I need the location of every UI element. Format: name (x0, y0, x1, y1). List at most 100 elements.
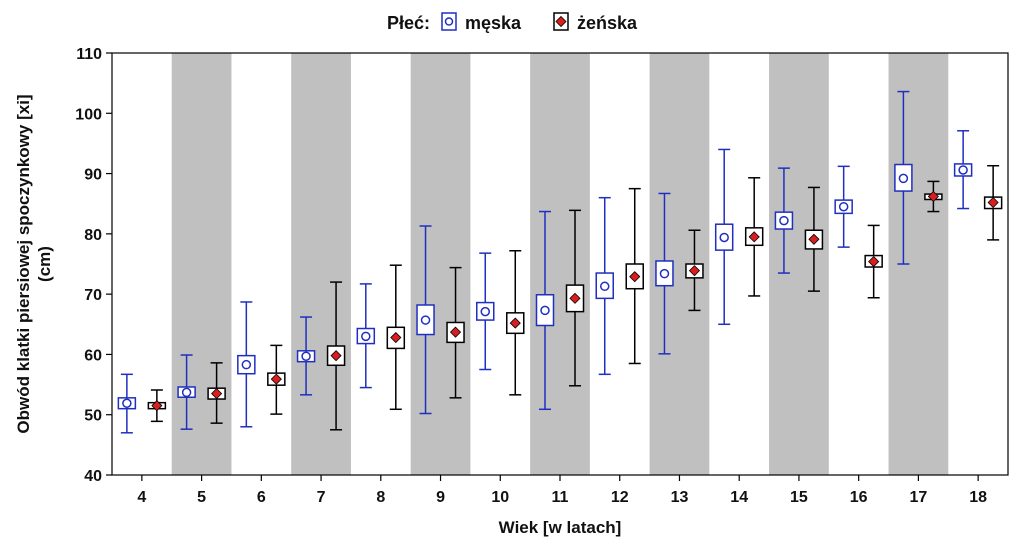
box-male-11 (535, 210, 555, 411)
mean-marker-male (540, 305, 550, 316)
legend-item-female: żeńska (553, 12, 638, 33)
shaded-bands (171, 53, 949, 475)
box-male-16 (834, 165, 853, 248)
shaded-band-15 (769, 53, 829, 475)
box-male-10 (476, 252, 495, 371)
box-series (117, 90, 1003, 434)
box-male-17 (894, 90, 913, 265)
mean-marker-female (509, 317, 521, 329)
box-male-12 (595, 196, 614, 376)
legend-label-male: męska (465, 13, 522, 33)
box-male-6 (237, 301, 256, 428)
box-female-6 (267, 344, 286, 415)
x-tick-label: 6 (257, 489, 266, 506)
x-tick-label: 10 (491, 489, 509, 506)
x-axis: 4 5 6 7 8 9 10 11 12 13 14 15 16 17 18 (137, 475, 987, 506)
x-tick-label: 13 (671, 489, 689, 506)
x-tick-label: 12 (611, 489, 629, 506)
legend: Płeć: męska żeńska (387, 12, 638, 33)
mean-marker-female (211, 388, 223, 400)
x-tick-label: 8 (376, 489, 385, 506)
mean-marker-male (420, 315, 431, 325)
mean-marker-male (122, 398, 132, 409)
box-female-5 (207, 362, 226, 424)
x-tick-label: 14 (730, 489, 748, 506)
y-tick-label: 90 (84, 167, 102, 184)
box-male-15 (774, 167, 794, 274)
x-tick-label: 17 (910, 489, 928, 506)
mean-marker-female (629, 271, 641, 283)
mean-marker-male (361, 331, 371, 342)
box-female-17 (924, 180, 943, 213)
y-tick-label: 60 (84, 347, 102, 364)
y-tick-label: 70 (84, 287, 102, 304)
mean-marker-male (181, 387, 192, 398)
x-tick-label: 5 (197, 489, 206, 506)
mean-marker-male (958, 165, 968, 175)
box-female-4 (147, 389, 167, 423)
box-female-16 (864, 224, 883, 299)
y-axis-label-line-1: Obwód klatki piersiowej spoczynkowy [xi] (14, 94, 33, 433)
legend-title: Płeć: (387, 13, 430, 33)
mean-marker-female (748, 231, 760, 243)
x-axis-label: Wiek [w latach] (499, 518, 622, 537)
mean-marker-female (330, 350, 342, 362)
box-female-9 (446, 266, 465, 399)
box-female-12 (625, 187, 644, 365)
x-tick-label: 15 (790, 489, 808, 506)
y-tick-label: 110 (76, 46, 102, 63)
mean-marker-female (390, 331, 402, 344)
mean-marker-male (659, 268, 670, 279)
box-female-18 (983, 164, 1003, 241)
mean-marker-male (898, 173, 909, 184)
mean-marker-female (449, 326, 462, 338)
x-tick-label: 11 (552, 489, 569, 506)
mean-marker-female (868, 256, 880, 268)
mean-marker-male (599, 281, 610, 292)
shaded-band-11 (530, 53, 590, 475)
shaded-band-5 (171, 53, 232, 475)
box-male-8 (356, 283, 376, 389)
y-axis: 40 50 60 70 80 90 100 110 (75, 46, 112, 485)
box-male-14 (714, 148, 734, 326)
legend-marker-male (444, 17, 454, 26)
box-female-13 (685, 229, 704, 312)
box-male-5 (177, 354, 196, 430)
y-tick-label: 80 (84, 227, 102, 244)
x-tick-label: 18 (969, 489, 987, 506)
y-axis-label-line-2: (cm) (35, 246, 54, 282)
mean-marker-female (927, 190, 939, 203)
y-tick-label: 50 (84, 408, 102, 425)
box-female-8 (386, 264, 406, 411)
mean-marker-female (270, 373, 282, 385)
mean-marker-male (480, 306, 491, 317)
box-female-11 (565, 209, 585, 387)
box-male-7 (296, 316, 316, 396)
legend-marker-female (555, 15, 567, 28)
mean-marker-female (569, 292, 581, 304)
legend-item-male: męska (441, 12, 522, 33)
box-male-9 (416, 225, 435, 415)
x-tick-label: 9 (436, 489, 445, 506)
mean-marker-male (241, 359, 252, 370)
box-male-18 (953, 130, 973, 210)
x-tick-label: 7 (317, 489, 326, 506)
mean-marker-female (688, 265, 701, 277)
box-male-13 (655, 192, 674, 355)
shaded-band-7 (291, 53, 351, 475)
box-female-14 (744, 177, 764, 297)
box-female-7 (326, 281, 346, 431)
mean-marker-male (838, 201, 849, 212)
mean-marker-female (808, 233, 820, 245)
y-tick-label: 100 (75, 106, 102, 123)
mean-marker-male (301, 351, 311, 361)
mean-marker-male (719, 232, 729, 243)
box-female-10 (506, 249, 525, 396)
mean-marker-female (151, 400, 163, 412)
legend-label-female: żeńska (577, 13, 638, 33)
box-female-15 (804, 186, 824, 292)
x-tick-label: 4 (137, 489, 146, 506)
y-tick-label: 40 (84, 468, 102, 485)
